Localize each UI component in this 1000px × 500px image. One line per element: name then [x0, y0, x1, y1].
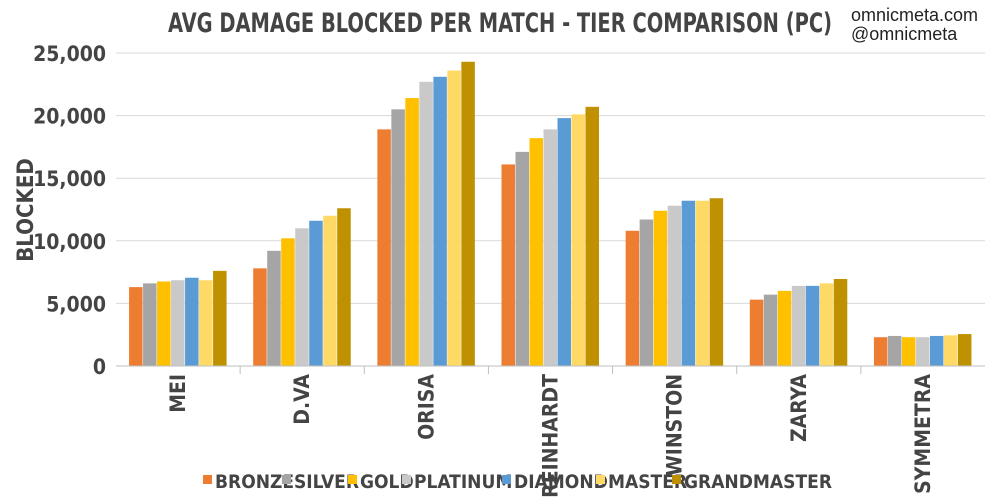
- bar-grandmaster-winston: [709, 198, 724, 366]
- bar-diamond-zarya: [805, 285, 820, 366]
- legend-label-diamond: DIAMOND: [514, 471, 608, 493]
- y-tick-label: 0: [93, 355, 106, 379]
- bar-bronze-winston: [625, 230, 640, 366]
- y-tick-label: 25,000: [33, 42, 106, 66]
- bar-diamond-reinhardt: [557, 118, 571, 366]
- y-tick-label: 20,000: [33, 105, 106, 129]
- bar-silver-mei: [143, 283, 157, 366]
- bar-grandmaster-zarya: [833, 278, 848, 366]
- legend: BRONZE SILVER GOLD PLATINUM DIAMOND MASTERGRA…: [203, 471, 832, 493]
- bar-platinum-zarya: [791, 285, 806, 366]
- chart-title: AVG DAMAGE BLOCKED PER MATCH - TIER COMP…: [168, 8, 832, 39]
- legend-swatch-platinum: [402, 475, 411, 484]
- legend-swatch-master: [596, 475, 605, 484]
- x-axis-ticks: MEI D.VA ORISA REINHARDT WINSTON ZARYA SYMMETR…: [166, 366, 935, 498]
- bars: [129, 61, 972, 367]
- x-tick-label: D.VA: [290, 374, 314, 425]
- x-tick-label: WINSTON: [663, 374, 687, 476]
- bar-silver-reinhardt: [515, 151, 529, 366]
- legend-label-grandmaster: GRANDMASTER: [684, 471, 832, 493]
- bar-platinum-reinhardt: [543, 129, 557, 366]
- bar-master-orisa: [447, 70, 461, 366]
- x-tick-label: REINHARDT: [539, 374, 563, 498]
- bar-grandmaster-mei: [213, 270, 227, 366]
- bar-bronze-symmetra: [873, 337, 888, 366]
- bar-grandmaster-orisa: [461, 61, 475, 366]
- brand-site: omnicmeta.com: [851, 5, 978, 25]
- bar-gold-dva: [281, 238, 295, 366]
- bar-bronze-zarya: [749, 299, 764, 366]
- legend-swatch-grandmaster: [672, 475, 681, 484]
- x-tick-label: ORISA: [414, 374, 438, 440]
- y-axis-ticks: 0 5,000 10,000 15,000 20,000 25,000: [33, 42, 106, 379]
- legend-label-platinum: PLATINUM: [414, 471, 512, 493]
- bar-diamond-symmetra: [929, 335, 944, 366]
- bar-bronze-orisa: [377, 129, 391, 366]
- bar-master-zarya: [819, 283, 834, 366]
- y-tick-label: 5,000: [46, 292, 106, 316]
- legend-label-master: MASTER: [608, 471, 687, 493]
- y-tick-label: 10,000: [33, 230, 106, 254]
- bar-gold-orisa: [405, 98, 419, 367]
- bar-platinum-mei: [171, 280, 185, 366]
- brand-handle: @omnicmeta: [851, 24, 958, 44]
- bar-bronze-dva: [253, 268, 267, 366]
- bar-gold-mei: [157, 281, 171, 366]
- bar-silver-symmetra: [887, 335, 902, 366]
- bar-master-dva: [323, 215, 337, 366]
- bar-bronze-reinhardt: [501, 164, 515, 366]
- bar-platinum-orisa: [419, 81, 433, 367]
- bar-silver-zarya: [763, 294, 778, 366]
- bar-gold-zarya: [777, 290, 792, 366]
- bar-master-winston: [695, 200, 710, 366]
- bar-diamond-orisa: [433, 76, 447, 367]
- bar-diamond-winston: [681, 200, 696, 366]
- bar-silver-winston: [639, 219, 654, 366]
- bar-grandmaster-dva: [337, 208, 351, 366]
- legend-swatch-diamond: [502, 475, 511, 484]
- bar-master-symmetra: [943, 335, 958, 366]
- x-tick-label: ZARYA: [787, 374, 811, 442]
- legend-label-bronze: BRONZE: [215, 471, 294, 493]
- legend-swatch-bronze: [203, 475, 212, 484]
- legend-swatch-gold: [348, 475, 357, 484]
- bar-master-mei: [199, 280, 213, 366]
- y-axis-label: BLOCKED: [14, 158, 39, 262]
- y-tick-label: 15,000: [33, 167, 106, 191]
- bar-diamond-dva: [309, 220, 323, 366]
- legend-label-silver: SILVER: [294, 471, 359, 493]
- x-tick-label: MEI: [166, 374, 190, 413]
- bar-silver-orisa: [391, 109, 405, 366]
- bar-gold-winston: [653, 210, 668, 366]
- legend-label-gold: GOLD: [360, 471, 414, 493]
- x-tick-label: SYMMETRA: [911, 374, 935, 494]
- bar-bronze-mei: [129, 287, 143, 366]
- bar-platinum-dva: [295, 228, 309, 366]
- bar-diamond-mei: [185, 277, 199, 366]
- bar-gold-reinhardt: [529, 138, 543, 366]
- bar-platinum-symmetra: [915, 337, 930, 366]
- bar-platinum-winston: [667, 205, 682, 366]
- bar-gold-symmetra: [901, 337, 916, 366]
- bar-silver-dva: [267, 250, 281, 366]
- bar-grandmaster-symmetra: [957, 334, 972, 366]
- bar-master-reinhardt: [571, 114, 585, 367]
- bar-grandmaster-reinhardt: [585, 106, 599, 366]
- legend-swatch-silver: [282, 475, 291, 484]
